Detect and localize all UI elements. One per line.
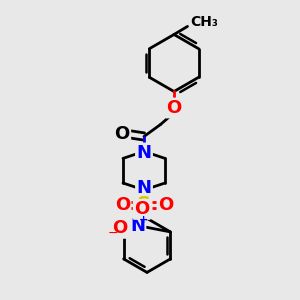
Text: O: O: [167, 99, 182, 117]
Text: N: N: [136, 144, 152, 162]
Text: N: N: [130, 217, 145, 235]
Text: O: O: [134, 200, 149, 218]
Text: O: O: [115, 124, 130, 142]
Text: O: O: [158, 196, 173, 214]
Text: O: O: [112, 219, 128, 237]
Text: +: +: [140, 215, 148, 225]
Text: −: −: [108, 227, 119, 240]
Text: O: O: [115, 196, 130, 214]
Text: N: N: [136, 179, 152, 197]
Text: CH₃: CH₃: [190, 16, 218, 29]
Text: S: S: [137, 195, 151, 214]
